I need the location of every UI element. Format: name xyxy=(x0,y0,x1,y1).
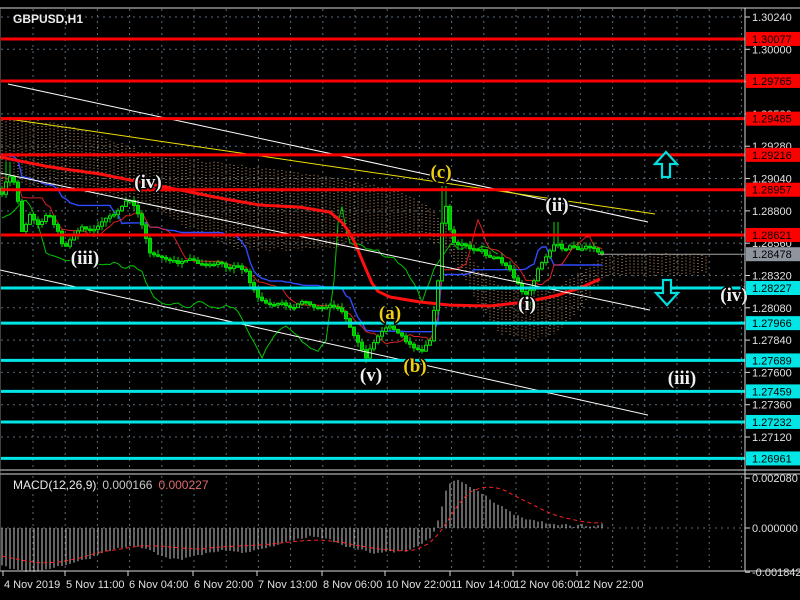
wave-labels-layer: (iv) (iii) (c) (ii) (a) (b) (v) (i) (iv) (iii) xyxy=(69,161,749,391)
time-axis-label: 4 Nov 2019 xyxy=(4,579,60,591)
time-axis-label: 6 Nov 20:00 xyxy=(194,579,253,591)
time-axis-label: 6 Nov 04:00 xyxy=(129,579,188,591)
time-axis[interactable]: 4 Nov 2019 5 Nov 11:00 6 Nov 04:00 6 Nov 20… xyxy=(2,571,643,591)
axis-label: 1.29040 xyxy=(752,174,792,186)
axis-label: 1.27966 xyxy=(752,318,792,330)
axis-label: -0.001842 xyxy=(752,567,800,579)
time-axis-label: 7 Nov 13:00 xyxy=(258,579,317,591)
time-axis-label: 11 Nov 14:00 xyxy=(451,579,516,591)
axis-label: 1.27120 xyxy=(752,432,792,444)
axis-label: 1.28621 xyxy=(752,230,792,242)
yellow-trendline[interactable] xyxy=(1,117,656,215)
channel-upper[interactable] xyxy=(7,83,649,223)
down-arrow-object[interactable] xyxy=(653,278,681,307)
wave-label-iv[interactable]: (iv) xyxy=(719,284,749,308)
symbol-timeframe-label: GBPUSD,H1 xyxy=(13,12,84,26)
wave-label-v[interactable]: (v) xyxy=(358,364,383,388)
axis-label: 1.26961 xyxy=(752,453,792,465)
chikou-layer xyxy=(1,199,499,360)
wave-label-iii[interactable]: (iii) xyxy=(69,246,101,270)
macd-signal-value: 0.000227 xyxy=(158,478,209,492)
price-level-tag xyxy=(746,281,800,296)
axis-label: 1.30077 xyxy=(752,34,792,46)
time-axis-label: 12 Nov 06:00 xyxy=(514,579,579,591)
macd-name: MACD(12,26,9) xyxy=(13,478,97,492)
price-level-tag xyxy=(746,247,800,262)
price-level-tag xyxy=(746,227,800,242)
candles-layer xyxy=(0,161,604,364)
up-arrow-object[interactable] xyxy=(652,150,680,179)
axis-label: 1.29216 xyxy=(752,150,792,162)
time-axis-label: 12 Nov 22:00 xyxy=(578,579,643,591)
wave-label-c[interactable]: (c) xyxy=(429,161,453,185)
axis-label: 1.27840 xyxy=(752,335,792,347)
axis-label: 1.28320 xyxy=(752,270,792,282)
time-axis-label: 5 Nov 11:00 xyxy=(66,579,125,591)
axis-label: 1.27600 xyxy=(752,367,792,379)
axis-label: 1.28227 xyxy=(752,283,792,295)
axis-label: 1.28080 xyxy=(752,303,792,315)
axis-label: 1.29765 xyxy=(752,76,792,88)
wave-label-iii[interactable]: (iii) xyxy=(666,367,698,391)
wave-label-b[interactable]: (b) xyxy=(402,355,428,379)
macd-signal-line xyxy=(1,486,603,564)
axis-label: 1.30000 xyxy=(752,44,792,56)
price-level-tag xyxy=(746,111,800,126)
axis-label: 1.27459 xyxy=(752,386,792,398)
axis-label: 1.28800 xyxy=(752,206,792,218)
price-level-tag xyxy=(746,414,800,429)
wave-label-ii[interactable]: (ii) xyxy=(544,194,570,218)
kijun-layer xyxy=(1,154,602,333)
price-level-tag xyxy=(746,316,800,331)
chikou-span-line xyxy=(1,199,499,360)
ma-layer xyxy=(0,155,601,308)
channel-middle[interactable] xyxy=(0,172,651,311)
wave-label-a[interactable]: (a) xyxy=(377,302,402,326)
price-level-tag xyxy=(746,384,800,399)
macd-indicator-label: MACD(12,26,9) 0.000166 0.000227 xyxy=(13,478,209,492)
thick-red-ma-line xyxy=(0,155,601,308)
axis-label: 1.27360 xyxy=(752,400,792,412)
time-axis-label: 8 Nov 06:00 xyxy=(323,579,382,591)
price-level-tag xyxy=(746,31,800,46)
axis-label: 1.28957 xyxy=(752,185,792,197)
panel-borders xyxy=(0,7,800,572)
price-axis[interactable]: 1.302401.300001.297601.295201.292801.290… xyxy=(745,12,800,579)
price-level-tag xyxy=(746,182,800,197)
price-level-tag xyxy=(746,451,800,466)
wave-label-iv[interactable]: (iv) xyxy=(133,171,163,195)
axis-label: 0.000000 xyxy=(752,523,798,535)
levels-layer xyxy=(1,37,745,460)
arrows-layer xyxy=(652,150,681,307)
macd-main-value: 0.000166 xyxy=(102,478,153,492)
macd-layer xyxy=(1,479,603,573)
axis-label: 1.30240 xyxy=(752,12,792,24)
axis-label: 0.002080 xyxy=(752,473,798,485)
price-level-tag xyxy=(746,73,800,88)
axis-label: 1.29485 xyxy=(752,114,792,126)
axis-label: 1.27689 xyxy=(752,355,792,367)
axis-label: 1.27232 xyxy=(752,417,792,429)
price-level-tag xyxy=(746,353,800,368)
axis-label: 1.28478 xyxy=(752,249,792,261)
grid-layer xyxy=(1,9,745,570)
time-axis-label: 10 Nov 22:00 xyxy=(386,579,451,591)
kijun-sen-line xyxy=(1,154,602,333)
wave-label-i[interactable]: (i) xyxy=(517,293,538,317)
price-level-tag xyxy=(746,147,800,162)
